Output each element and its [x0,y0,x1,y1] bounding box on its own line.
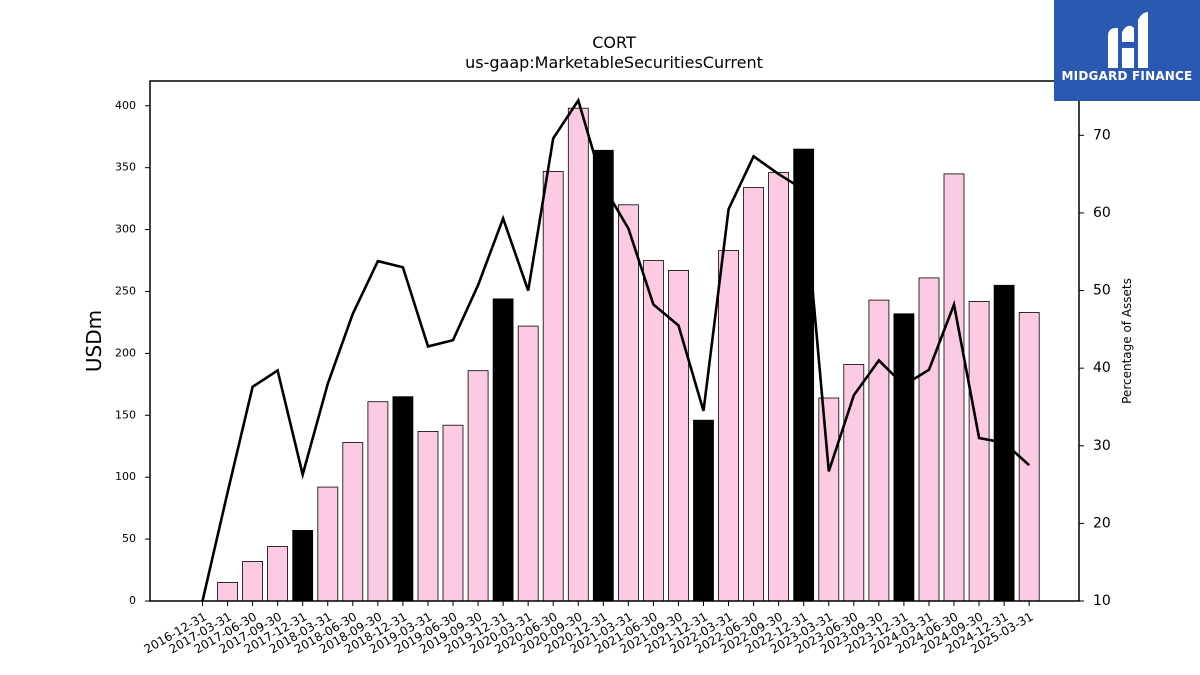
bar-2023-12-31 [893,313,915,602]
bar-2023-09-30 [868,299,890,602]
bar-2021-03-31 [618,204,639,602]
y-tick-label: 200 [115,346,136,359]
y2-tick-label: 70 [1093,127,1111,143]
bar-2024-09-30 [968,300,990,602]
chart-title: CORT [592,33,636,52]
y-tick-label: 300 [115,223,136,236]
bar-2022-09-30 [768,172,789,602]
bar-2019-03-31 [417,430,439,602]
x-axis: 2016-12-312017-03-312017-06-302017-09-30… [142,601,1036,656]
y2-tick-label: 30 [1093,438,1111,454]
y2-tick-label: 40 [1093,360,1111,376]
bar-2019-09-30 [467,370,489,602]
bar-2020-12-31 [592,149,614,602]
chart-subtitle: us-gaap:MarketableSecuritiesCurrent [465,53,763,72]
bar-2019-12-31 [492,298,514,602]
y-tick-label: 350 [115,161,136,174]
y-tick-label: 100 [115,470,136,483]
plot-frame [149,80,1080,602]
bar-2018-12-31 [392,396,414,602]
bar-2022-03-31 [718,250,739,602]
y-tick-label: 0 [129,594,136,607]
bar-2025-03-31 [1018,312,1040,602]
y-axis-left: 0 50 100 150 200 250 300 350 400 [115,99,150,607]
bar-2023-06-30 [843,364,865,602]
y2-tick-label: 10 [1093,593,1111,609]
bar-2022-12-31 [793,148,815,602]
bar-2018-06-30 [342,442,364,602]
bar-2024-03-31 [918,277,940,602]
percentage-line [201,97,1031,602]
bar-2017-12-31 [292,530,314,602]
logo-text: MIDGARD FINANCE [1061,69,1193,83]
y-tick-label: 400 [115,99,136,112]
line-series [201,97,1031,602]
bar-2022-06-30 [743,187,764,602]
bar-2020-09-30 [567,107,589,602]
y-tick-label: 50 [122,532,136,545]
bar-2018-09-30 [367,401,389,602]
y-tick-label: 150 [115,408,136,421]
bar-2024-06-30 [943,173,965,602]
bar-2017-06-30 [242,561,264,602]
bar-2020-06-30 [542,170,564,602]
y-axis-label: USDm [82,310,106,372]
y2-tick-label: 60 [1093,205,1111,221]
bar-2021-12-31 [693,419,714,602]
midgard-finance-logo: MIDGARD FINANCE [1054,0,1200,101]
bar-2018-03-31 [317,486,339,602]
bar-2019-06-30 [442,424,464,602]
y2-axis-label: Percentage of Assets [1120,278,1134,404]
bar-2023-03-31 [818,397,840,602]
bar-series [217,107,1040,602]
y-axis-right: 10 20 30 40 50 60 70 [1079,127,1111,609]
y-tick-label: 250 [115,284,136,297]
logo-mark-icon [1108,12,1148,68]
y2-tick-label: 20 [1093,515,1111,531]
bar-2017-09-30 [267,546,289,602]
bar-2020-03-31 [517,325,539,602]
y2-tick-label: 50 [1093,283,1111,299]
bar-2017-03-31 [217,582,239,602]
